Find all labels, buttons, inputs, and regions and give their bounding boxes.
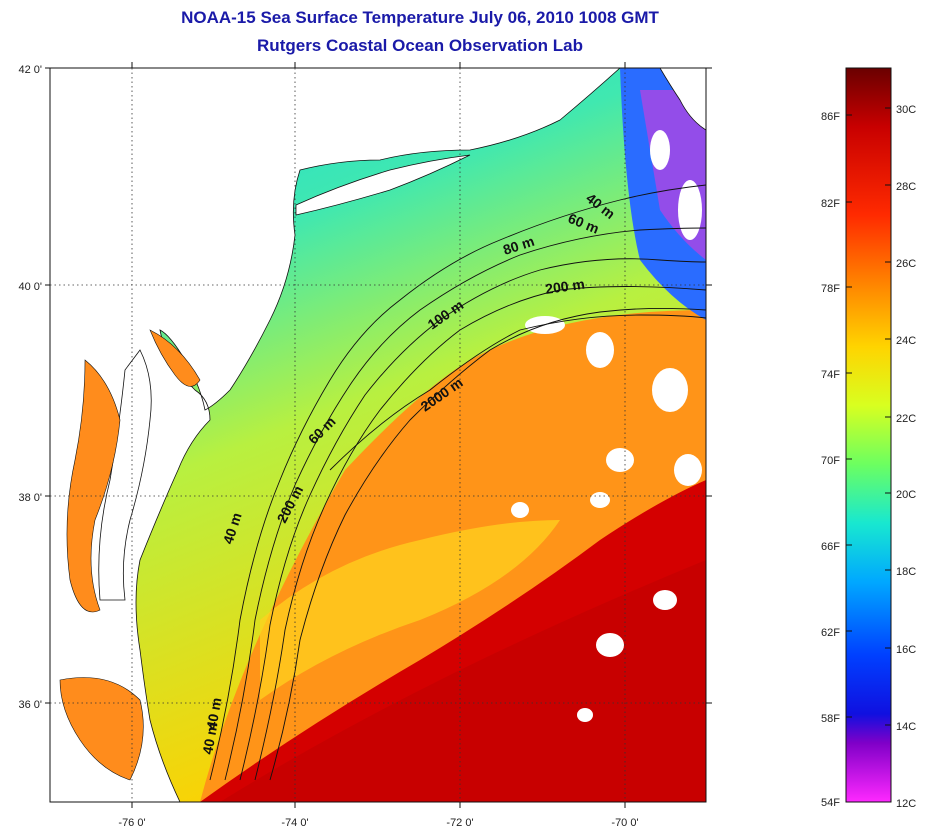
cb-f-label: 66F bbox=[821, 541, 840, 553]
cb-f-label: 70F bbox=[821, 455, 840, 467]
lon-label-76: -76 0' bbox=[118, 817, 145, 829]
cb-c-label: 20C bbox=[896, 489, 916, 501]
cb-f-label: 54F bbox=[821, 797, 840, 809]
lat-label-36: 36 0' bbox=[18, 699, 42, 711]
map-title: NOAA-15 Sea Surface Temperature July 06,… bbox=[181, 8, 659, 27]
lat-label-42: 42 0' bbox=[18, 64, 42, 76]
cb-c-label: 12C bbox=[896, 798, 916, 810]
cloud-patches bbox=[511, 130, 702, 722]
lon-label-72: -72 0' bbox=[446, 817, 473, 829]
cb-f-label: 62F bbox=[821, 627, 840, 639]
land-masses bbox=[50, 68, 706, 802]
cb-f-label: 74F bbox=[821, 369, 840, 381]
map-subtitle: Rutgers Coastal Ocean Observation Lab bbox=[257, 36, 583, 55]
cb-c-label: 28C bbox=[896, 181, 916, 193]
lon-label-74: -74 0' bbox=[281, 817, 308, 829]
map-area bbox=[50, 68, 706, 802]
temperature-colorbar bbox=[845, 67, 892, 803]
cb-c-label: 24C bbox=[896, 335, 916, 347]
cb-c-label: 22C bbox=[896, 413, 916, 425]
lat-label-38: 38 0' bbox=[18, 492, 42, 504]
cb-c-label: 26C bbox=[896, 258, 916, 270]
colorbar-ticks bbox=[846, 107, 891, 726]
isobath-label-40m-south2: 40 m bbox=[199, 721, 220, 755]
isobath-label-200m-ne: 200 m bbox=[544, 276, 586, 297]
map-frame bbox=[49, 67, 707, 803]
cb-f-label: 82F bbox=[821, 198, 840, 210]
graticule bbox=[50, 68, 706, 802]
cb-f-label: 86F bbox=[821, 111, 840, 123]
cb-c-label: 14C bbox=[896, 721, 916, 733]
cb-c-label: 16C bbox=[896, 644, 916, 656]
cb-c-label: 30C bbox=[896, 104, 916, 116]
isobath-label-40m-south: 40 m bbox=[203, 696, 224, 730]
delaware-bay bbox=[149, 329, 201, 387]
lon-label-70: -70 0' bbox=[611, 817, 638, 829]
cb-f-label: 58F bbox=[821, 713, 840, 725]
axis-ticks bbox=[45, 62, 712, 808]
lat-label-40: 40 0' bbox=[18, 281, 42, 293]
cb-c-label: 18C bbox=[896, 566, 916, 578]
warm-filament bbox=[260, 520, 560, 700]
isobath-contours bbox=[209, 184, 706, 781]
chesapeake-bay bbox=[66, 359, 121, 613]
cb-f-label: 78F bbox=[821, 283, 840, 295]
